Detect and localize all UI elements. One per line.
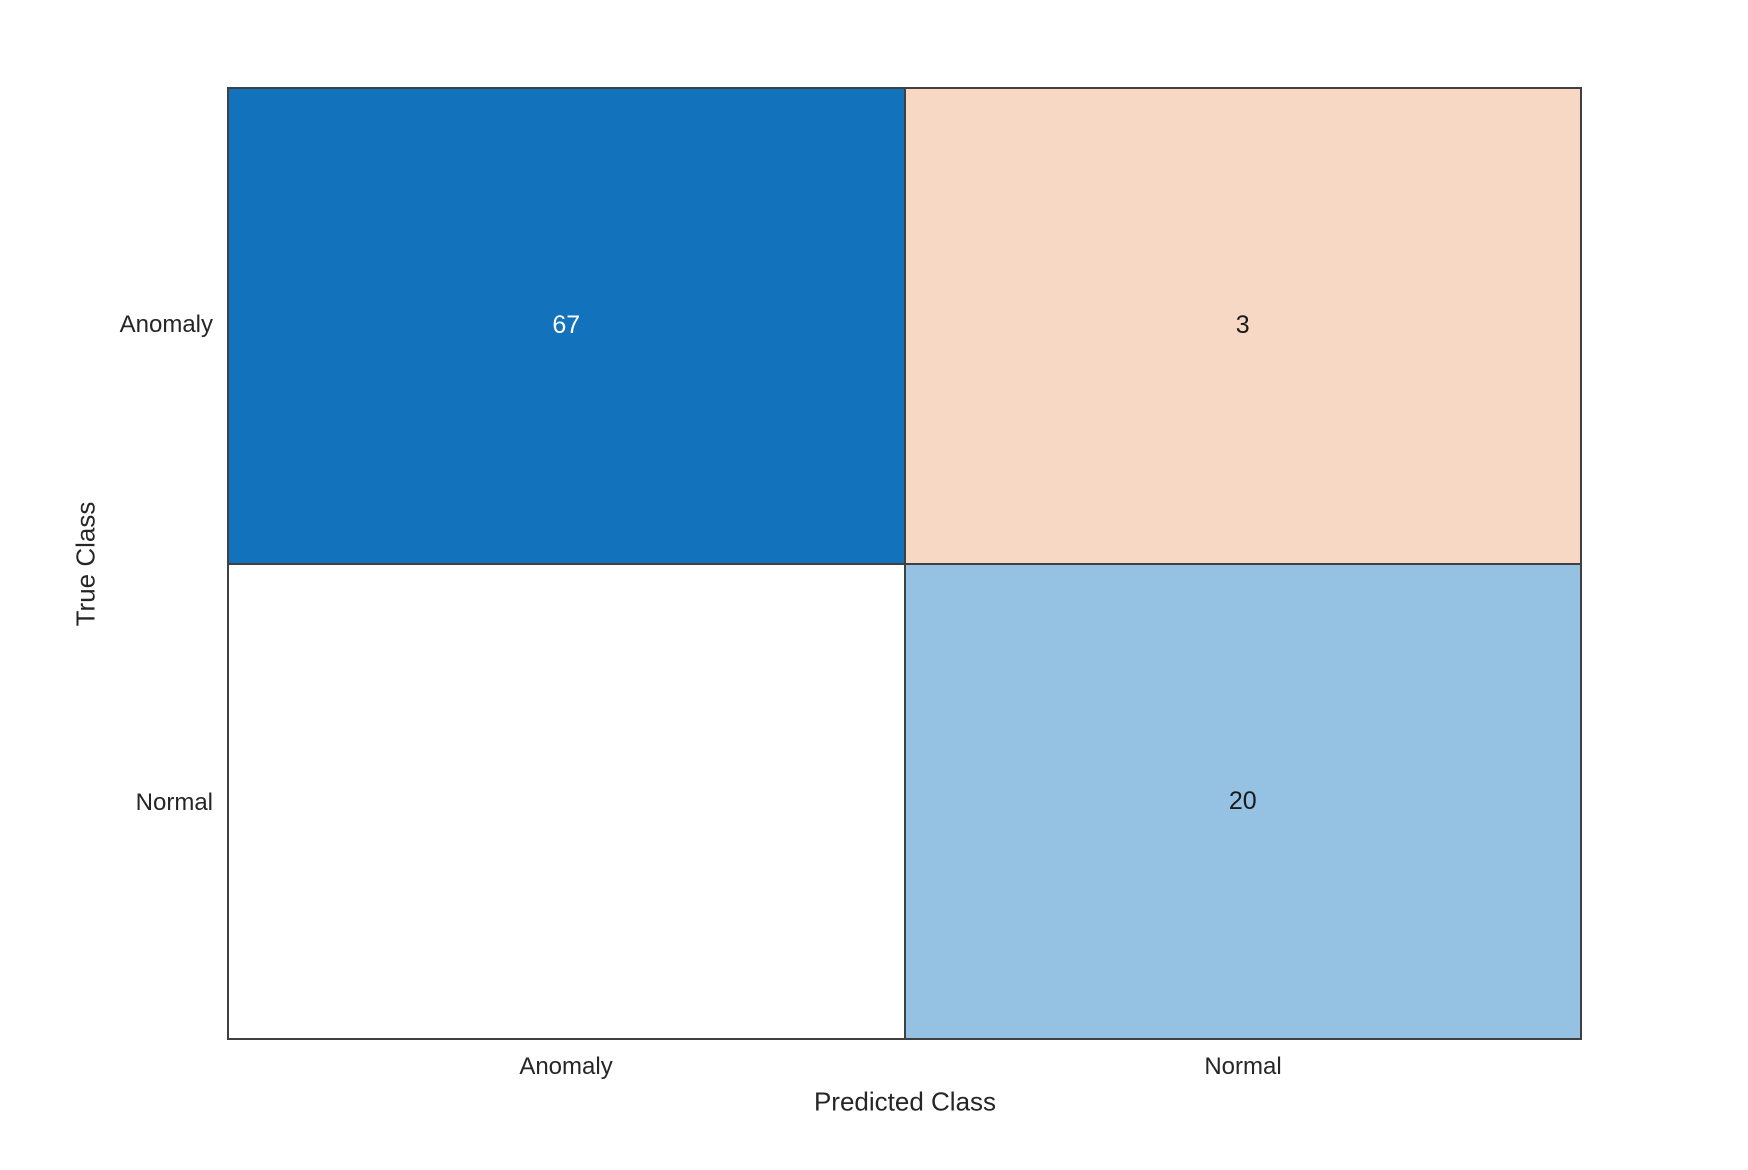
y-axis-label: True Class xyxy=(70,501,101,627)
x-tick-anomaly: Anomaly xyxy=(519,1053,613,1080)
confusion-matrix-grid: 67 3 20 xyxy=(227,87,1582,1040)
cell-true-normal-pred-anomaly xyxy=(229,564,904,1038)
x-tick-normal: Normal xyxy=(1204,1053,1282,1080)
x-axis-label: Predicted Class xyxy=(813,1086,997,1117)
cell-true-anomaly-pred-anomaly: 67 xyxy=(229,89,904,563)
y-tick-normal: Normal xyxy=(135,789,213,816)
cell-true-anomaly-pred-normal: 3 xyxy=(905,89,1580,563)
cell-true-normal-pred-normal: 20 xyxy=(905,564,1580,1038)
y-tick-anomaly: Anomaly xyxy=(119,311,213,338)
